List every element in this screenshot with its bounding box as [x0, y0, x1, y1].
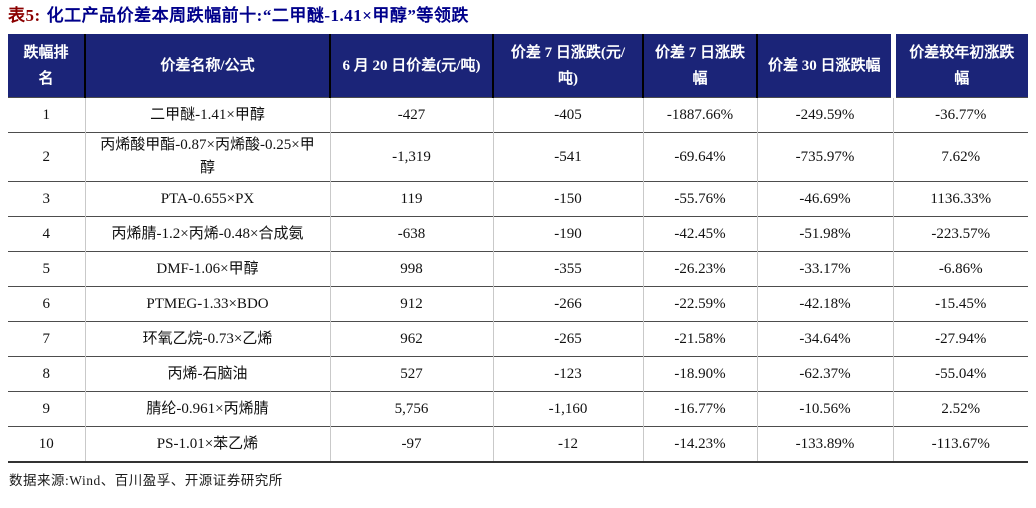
rank-cell: 8: [8, 356, 86, 392]
spread-value-cell: 527: [330, 356, 494, 392]
spread-value-cell: -97: [330, 426, 494, 462]
change-7d-pct-cell: -26.23%: [643, 251, 758, 287]
table-row: 9 腈纶-0.961×丙烯腈 5,756 -1,160 -16.77% -10.…: [8, 391, 1028, 427]
spread-value-cell: -1,319: [330, 132, 494, 182]
change-7d-cell: -541: [493, 132, 644, 182]
table-row: 3 PTA-0.655×PX 119 -150 -55.76% -46.69% …: [8, 181, 1028, 217]
change-7d-cell: -123: [493, 356, 644, 392]
header-rank: 跌幅排名: [8, 34, 86, 98]
change-ytd-pct-cell: -223.57%: [893, 216, 1028, 252]
change-ytd-pct-cell: 7.62%: [893, 132, 1028, 182]
spread-value-cell: 962: [330, 321, 494, 357]
table-body: 1 二甲醚-1.41×甲醇 -427 -405 -1887.66% -249.5…: [8, 97, 1028, 462]
rank-cell: 4: [8, 216, 86, 252]
rank-cell: 10: [8, 426, 86, 462]
change-30d-pct-cell: -735.97%: [757, 132, 894, 182]
change-ytd-pct-cell: 2.52%: [893, 391, 1028, 427]
data-source-note: 数据来源:Wind、百川盈孚、开源证券研究所: [9, 473, 283, 488]
change-7d-pct-cell: -16.77%: [643, 391, 758, 427]
change-7d-cell: -190: [493, 216, 644, 252]
spread-value-cell: -427: [330, 97, 494, 133]
table-number-label: 表5:: [8, 6, 41, 25]
change-ytd-pct-cell: -113.67%: [893, 426, 1028, 462]
change-30d-pct-cell: -42.18%: [757, 286, 894, 322]
change-ytd-pct-cell: -36.77%: [893, 97, 1028, 133]
change-30d-pct-cell: -51.98%: [757, 216, 894, 252]
spread-name-cell: 腈纶-0.961×丙烯腈: [85, 391, 331, 427]
spread-name-cell: 丙烯-石脑油: [85, 356, 331, 392]
table-row: 8 丙烯-石脑油 527 -123 -18.90% -62.37% -55.04…: [8, 356, 1028, 392]
change-7d-pct-cell: -14.23%: [643, 426, 758, 462]
spread-value-cell: 998: [330, 251, 494, 287]
spread-name-cell: 二甲醚-1.41×甲醇: [85, 97, 331, 133]
change-ytd-pct-cell: 1136.33%: [893, 181, 1028, 217]
rank-cell: 6: [8, 286, 86, 322]
spread-name-cell: PS-1.01×苯乙烯: [85, 426, 331, 462]
change-7d-pct-cell: -69.64%: [643, 132, 758, 182]
rank-cell: 5: [8, 251, 86, 287]
change-7d-cell: -266: [493, 286, 644, 322]
change-30d-pct-cell: -249.59%: [757, 97, 894, 133]
spread-value-cell: 5,756: [330, 391, 494, 427]
table-title-text: 化工产品价差本周跌幅前十:“二甲醚-1.41×甲醇”等领跌: [46, 6, 469, 25]
table-row: 5 DMF-1.06×甲醇 998 -355 -26.23% -33.17% -…: [8, 251, 1028, 287]
spread-name-cell: DMF-1.06×甲醇: [85, 251, 331, 287]
header-30day-change-pct: 价差 30 日涨跌幅: [757, 34, 896, 98]
table-row: 4 丙烯腈-1.2×丙烯-0.48×合成氨 -638 -190 -42.45% …: [8, 216, 1028, 252]
change-ytd-pct-cell: -6.86%: [893, 251, 1028, 287]
change-30d-pct-cell: -46.69%: [757, 181, 894, 217]
rank-cell: 3: [8, 181, 86, 217]
price-spread-table: 跌幅排名 价差名称/公式 6 月 20 日价差(元/吨) 价差 7 日涨跌(元/…: [8, 34, 1028, 463]
rank-cell: 7: [8, 321, 86, 357]
spread-value-cell: 912: [330, 286, 494, 322]
table-row: 2 丙烯酸甲酯-0.87×丙烯酸-0.25×甲醇 -1,319 -541 -69…: [8, 132, 1028, 182]
header-spread-jun20: 6 月 20 日价差(元/吨): [330, 34, 494, 98]
change-7d-cell: -265: [493, 321, 644, 357]
change-30d-pct-cell: -33.17%: [757, 251, 894, 287]
change-30d-pct-cell: -34.64%: [757, 321, 894, 357]
change-ytd-pct-cell: -27.94%: [893, 321, 1028, 357]
spread-name-cell: PTMEG-1.33×BDO: [85, 286, 331, 322]
rank-cell: 2: [8, 132, 86, 182]
change-7d-cell: -355: [493, 251, 644, 287]
change-7d-cell: -150: [493, 181, 644, 217]
rank-cell: 1: [8, 97, 86, 133]
change-7d-pct-cell: -55.76%: [643, 181, 758, 217]
change-7d-pct-cell: -42.45%: [643, 216, 758, 252]
change-ytd-pct-cell: -15.45%: [893, 286, 1028, 322]
header-7day-change: 价差 7 日涨跌(元/吨): [493, 34, 644, 98]
header-row: 跌幅排名 价差名称/公式 6 月 20 日价差(元/吨) 价差 7 日涨跌(元/…: [8, 34, 1028, 98]
header-7day-change-pct: 价差 7 日涨跌幅: [643, 34, 758, 98]
change-7d-cell: -12: [493, 426, 644, 462]
spread-value-cell: -638: [330, 216, 494, 252]
spread-value-cell: 119: [330, 181, 494, 217]
change-7d-pct-cell: -18.90%: [643, 356, 758, 392]
change-7d-pct-cell: -22.59%: [643, 286, 758, 322]
change-30d-pct-cell: -133.89%: [757, 426, 894, 462]
change-30d-pct-cell: -62.37%: [757, 356, 894, 392]
spread-name-cell: 丙烯酸甲酯-0.87×丙烯酸-0.25×甲醇: [85, 132, 331, 182]
table-row: 1 二甲醚-1.41×甲醇 -427 -405 -1887.66% -249.5…: [8, 97, 1028, 133]
table-title: 表5: 化工产品价差本周跌幅前十:“二甲醚-1.41×甲醇”等领跌: [8, 4, 1028, 28]
table-row: 7 环氧乙烷-0.73×乙烯 962 -265 -21.58% -34.64% …: [8, 321, 1028, 357]
spread-name-cell: 丙烯腈-1.2×丙烯-0.48×合成氨: [85, 216, 331, 252]
spread-name-cell: PTA-0.655×PX: [85, 181, 331, 217]
spread-name-cell: 环氧乙烷-0.73×乙烯: [85, 321, 331, 357]
table-row: 6 PTMEG-1.33×BDO 912 -266 -22.59% -42.18…: [8, 286, 1028, 322]
change-30d-pct-cell: -10.56%: [757, 391, 894, 427]
change-7d-pct-cell: -1887.66%: [643, 97, 758, 133]
table-row: 10 PS-1.01×苯乙烯 -97 -12 -14.23% -133.89% …: [8, 426, 1028, 462]
change-7d-pct-cell: -21.58%: [643, 321, 758, 357]
header-ytd-change-pct: 价差较年初涨跌幅: [893, 34, 1028, 98]
change-7d-cell: -405: [493, 97, 644, 133]
change-ytd-pct-cell: -55.04%: [893, 356, 1028, 392]
table-header: 跌幅排名 价差名称/公式 6 月 20 日价差(元/吨) 价差 7 日涨跌(元/…: [8, 34, 1028, 98]
change-7d-cell: -1,160: [493, 391, 644, 427]
rank-cell: 9: [8, 391, 86, 427]
header-spread-name: 价差名称/公式: [85, 34, 331, 98]
